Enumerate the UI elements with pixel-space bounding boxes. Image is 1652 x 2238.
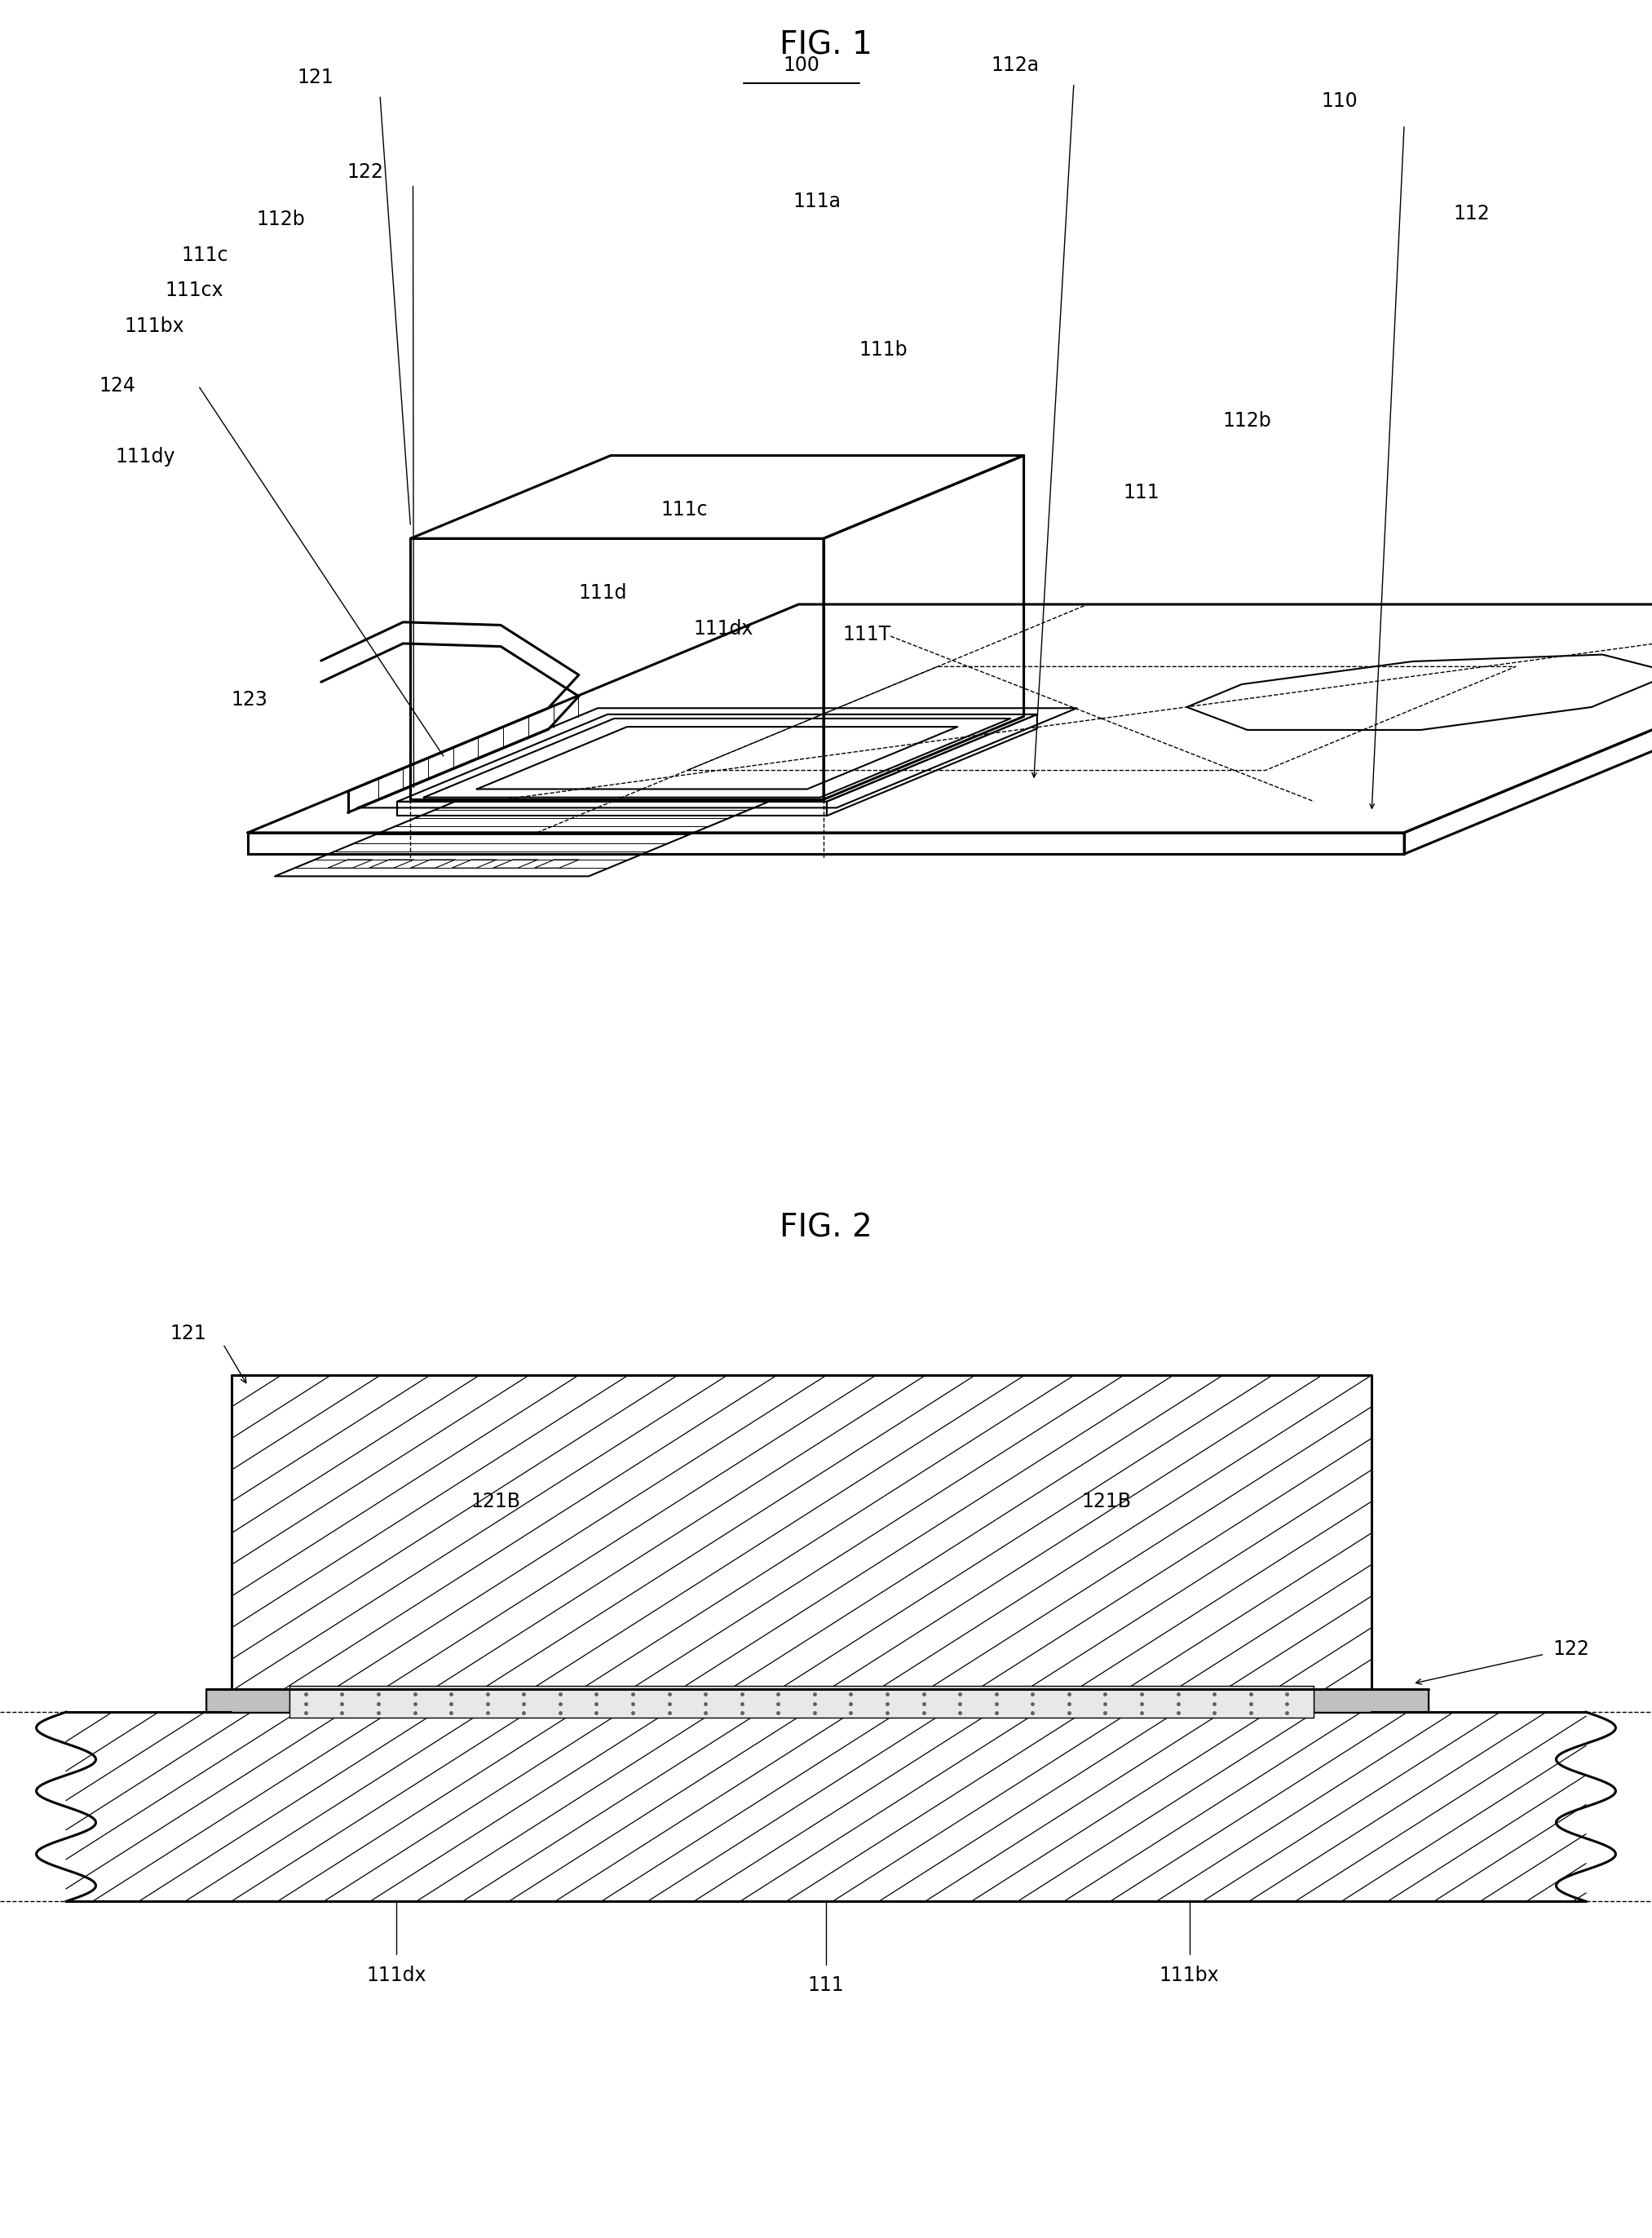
Text: 112a: 112a xyxy=(991,56,1039,76)
Text: 100: 100 xyxy=(783,56,819,76)
Text: 111c: 111c xyxy=(182,246,228,264)
Text: 112: 112 xyxy=(1454,204,1490,224)
Text: 111a: 111a xyxy=(793,192,841,210)
Text: FIG. 1: FIG. 1 xyxy=(780,29,872,60)
Polygon shape xyxy=(1313,1690,1429,1712)
Text: 112b: 112b xyxy=(1222,412,1270,432)
Text: 111dx: 111dx xyxy=(367,1965,426,1985)
Text: 111bx: 111bx xyxy=(1160,1965,1219,1985)
Text: 111bx: 111bx xyxy=(124,316,183,336)
Text: 111dy: 111dy xyxy=(116,448,175,466)
Text: 111d: 111d xyxy=(578,584,626,602)
Text: 111: 111 xyxy=(1123,483,1160,501)
Text: 111b: 111b xyxy=(859,340,907,360)
Text: 122: 122 xyxy=(347,161,383,181)
Text: 112b: 112b xyxy=(256,210,304,228)
Text: 123: 123 xyxy=(231,689,268,709)
Text: 111c: 111c xyxy=(661,501,707,519)
Polygon shape xyxy=(289,1685,1313,1717)
Text: 111T: 111T xyxy=(843,624,890,645)
Text: 111: 111 xyxy=(808,1976,844,1996)
Text: 111dx: 111dx xyxy=(694,620,753,638)
Text: 111cx: 111cx xyxy=(165,280,223,300)
Text: 121: 121 xyxy=(170,1323,206,1343)
Text: 121B: 121B xyxy=(471,1493,520,1511)
Polygon shape xyxy=(231,1376,1371,1712)
Text: 121B: 121B xyxy=(1082,1493,1132,1511)
Text: 110: 110 xyxy=(1322,92,1358,110)
Text: 124: 124 xyxy=(99,376,135,396)
Text: 122: 122 xyxy=(1553,1638,1589,1658)
Text: 121: 121 xyxy=(297,67,334,87)
Text: FIG. 2: FIG. 2 xyxy=(780,1213,872,1244)
Polygon shape xyxy=(206,1690,289,1712)
